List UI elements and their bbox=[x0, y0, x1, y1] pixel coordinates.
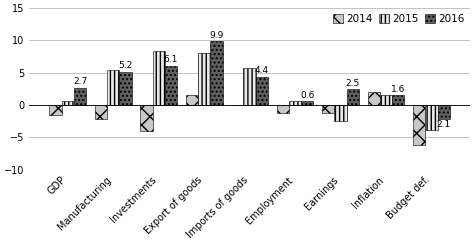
Bar bbox=[301, 101, 313, 105]
Bar bbox=[334, 105, 346, 121]
Text: 2.1: 2.1 bbox=[437, 120, 451, 129]
Bar bbox=[153, 51, 165, 105]
Text: 0.6: 0.6 bbox=[300, 91, 315, 100]
Bar bbox=[95, 105, 107, 119]
Text: 9.9: 9.9 bbox=[209, 31, 224, 40]
Bar bbox=[277, 105, 289, 113]
Legend: 2014, 2015, 2016: 2014, 2015, 2016 bbox=[328, 10, 469, 29]
Bar bbox=[165, 66, 177, 105]
Text: 6.1: 6.1 bbox=[164, 55, 178, 64]
Bar bbox=[186, 95, 198, 105]
Text: 2.5: 2.5 bbox=[346, 79, 360, 88]
Bar bbox=[62, 101, 74, 105]
Bar bbox=[244, 68, 256, 105]
Bar bbox=[392, 95, 404, 105]
Bar bbox=[346, 89, 359, 105]
Text: 1.6: 1.6 bbox=[391, 84, 405, 93]
Bar bbox=[140, 105, 153, 131]
Bar bbox=[119, 71, 132, 105]
Bar bbox=[210, 41, 223, 105]
Bar bbox=[49, 105, 62, 115]
Bar bbox=[322, 105, 334, 113]
Bar bbox=[256, 77, 268, 105]
Bar bbox=[231, 104, 244, 105]
Bar bbox=[367, 92, 380, 105]
Bar bbox=[74, 88, 86, 105]
Bar bbox=[289, 101, 301, 105]
Text: 5.2: 5.2 bbox=[118, 61, 133, 70]
Bar bbox=[198, 53, 210, 105]
Text: 4.4: 4.4 bbox=[255, 66, 269, 75]
Bar bbox=[413, 105, 425, 145]
Text: 2.7: 2.7 bbox=[73, 77, 87, 86]
Bar bbox=[107, 70, 119, 105]
Bar bbox=[380, 95, 392, 105]
Bar bbox=[425, 105, 438, 130]
Bar bbox=[438, 105, 450, 119]
